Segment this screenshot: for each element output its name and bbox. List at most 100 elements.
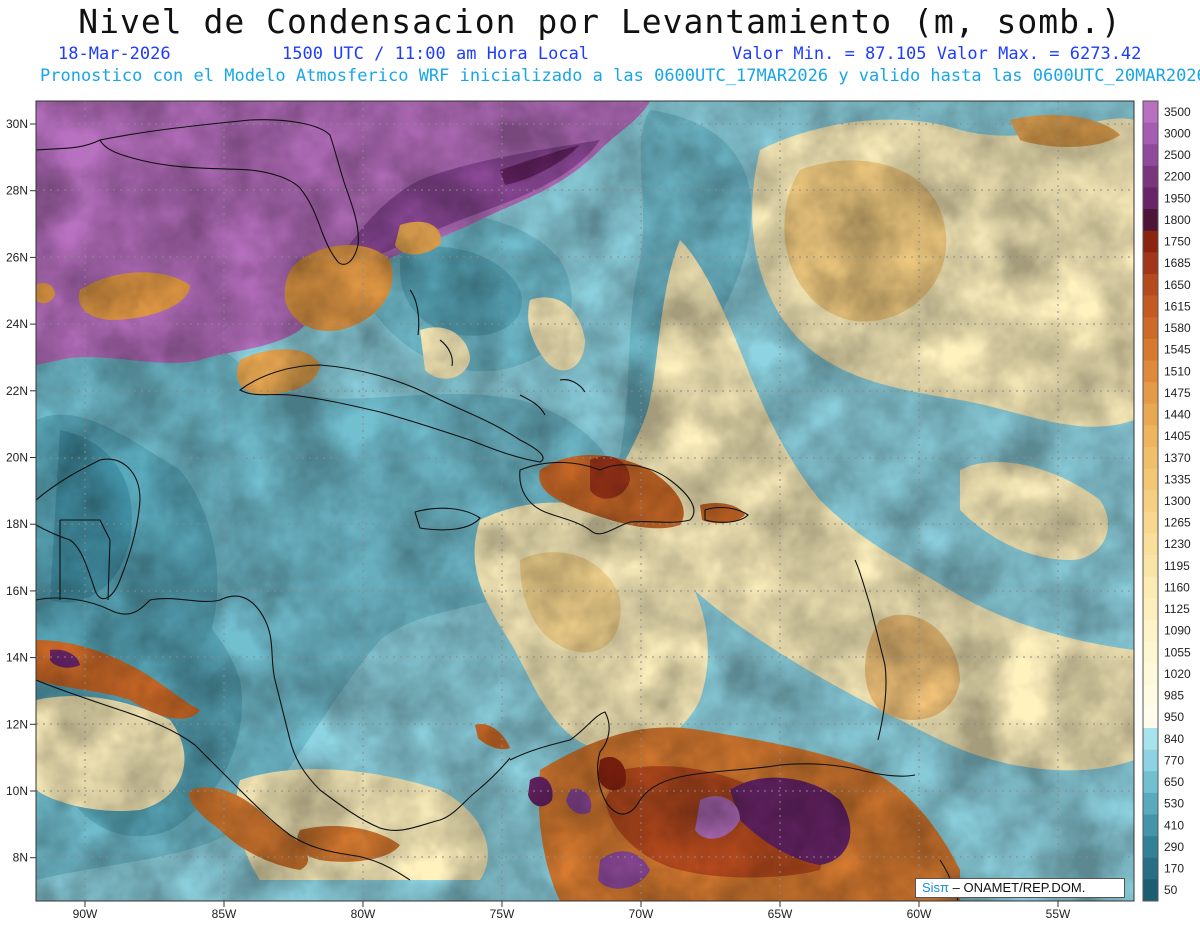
colorbar-label: 1405 — [1164, 429, 1191, 443]
latitude-labels: 30N 28N 26N 24N 22N 20N 18N 16N 14N 12N 10N 8N — [6, 117, 36, 865]
colorbar-swatch — [1143, 122, 1158, 145]
colorbar-label: 1020 — [1164, 667, 1191, 681]
colorbar-swatch — [1143, 576, 1158, 599]
colorbar-label: 1440 — [1164, 408, 1191, 422]
graticule — [36, 101, 1134, 901]
colorbar-swatch — [1143, 641, 1158, 664]
colorbar-swatch — [1143, 663, 1158, 686]
colorbar-swatch — [1143, 706, 1158, 729]
colorbar-label: 410 — [1164, 818, 1184, 832]
colorbar-swatch — [1143, 511, 1158, 534]
latitude-label: 18N — [6, 517, 28, 531]
colorbar-label: 950 — [1164, 710, 1184, 724]
latitude-label: 22N — [6, 384, 28, 398]
longitude-label: 60W — [907, 907, 932, 921]
credit-text: – ONAMET/REP.DOM. — [949, 880, 1086, 895]
longitude-label: 85W — [212, 907, 237, 921]
colorbar-swatch — [1143, 338, 1158, 361]
map-frame — [35, 100, 1135, 902]
colorbar-swatch — [1143, 792, 1158, 816]
latitude-label: 16N — [6, 584, 28, 598]
latitude-label: 12N — [6, 717, 28, 731]
colorbar-swatch — [1143, 209, 1158, 232]
colorbar-frame — [1142, 100, 1159, 902]
colorbar-label: 840 — [1164, 732, 1184, 746]
colorbar-label: 1800 — [1164, 213, 1191, 227]
colorbar-swatch — [1143, 684, 1158, 707]
colorbar-swatch — [1143, 619, 1158, 643]
colorbar-label: 650 — [1164, 775, 1184, 789]
latitude-label: 20N — [6, 451, 28, 465]
colorbar-swatch — [1143, 101, 1158, 124]
colorbar-swatch — [1143, 187, 1158, 210]
colorbar-label: 770 — [1164, 753, 1184, 767]
colorbar-label: 1055 — [1164, 645, 1191, 659]
colorbar-label: 50 — [1164, 883, 1178, 897]
colorbar-label: 1335 — [1164, 472, 1191, 486]
longitude-label: 80W — [351, 907, 376, 921]
colorbar-label: 290 — [1164, 840, 1184, 854]
colorbar-label: 1650 — [1164, 278, 1191, 292]
colorbar-label: 1545 — [1164, 343, 1191, 357]
colorbar-swatch — [1143, 273, 1158, 297]
colorbar-label: 170 — [1164, 862, 1184, 876]
latitude-label: 28N — [6, 184, 28, 198]
colorbar-swatch — [1143, 728, 1158, 751]
colorbar-swatch — [1143, 814, 1158, 837]
colorbar-swatch — [1143, 403, 1158, 426]
colorbar-label: 1300 — [1164, 494, 1191, 508]
colorbar-label: 1615 — [1164, 299, 1191, 313]
colorbar-swatch — [1143, 749, 1158, 772]
colorbar-swatch — [1143, 598, 1158, 621]
colorbar-swatch — [1143, 857, 1158, 880]
colorbar-swatch — [1143, 230, 1158, 253]
colorbar-label: 1475 — [1164, 386, 1191, 400]
credit-logo: Sisπ – ONAMET/REP.DOM. — [915, 878, 1125, 898]
colorbar-swatch — [1143, 555, 1158, 578]
date-label: 18-Mar-2026 — [58, 44, 171, 64]
latitude-label: 14N — [6, 651, 28, 665]
colorbar-label: 1195 — [1164, 559, 1190, 573]
colorbar-label: 1750 — [1164, 235, 1191, 249]
colorbar-label: 1125 — [1164, 602, 1190, 616]
colorbar-swatch — [1143, 446, 1158, 470]
latitude-label: 8N — [13, 851, 28, 865]
latitude-label: 10N — [6, 784, 28, 798]
colorbar-label: 3000 — [1164, 126, 1191, 140]
colorbar-swatch — [1143, 490, 1158, 513]
colorbar-swatch — [1143, 360, 1158, 383]
colorbar-label: 1510 — [1164, 364, 1191, 378]
colorbar-swatch — [1143, 836, 1158, 859]
colorbar: 3500 3000 2500 2200 1950 1800 1750 1685 1650 1615… — [1142, 100, 1191, 902]
colorbar-label: 1370 — [1164, 451, 1191, 465]
colorbar-swatch — [1143, 295, 1158, 318]
map-title: Nivel de Condensacion por Levantamiento … — [78, 2, 1122, 41]
colorbar-label: 1580 — [1164, 321, 1191, 335]
colorbar-label: 1685 — [1164, 256, 1191, 270]
colorbar-label: 1950 — [1164, 191, 1191, 205]
colorbar-label: 3500 — [1164, 105, 1191, 119]
longitude-label: 90W — [73, 907, 98, 921]
colorbar-swatch — [1143, 771, 1158, 794]
colorbar-swatch — [1143, 533, 1158, 556]
colorbar-swatch — [1143, 468, 1158, 491]
colorbar-label: 1090 — [1164, 624, 1191, 638]
model-info-label: Pronostico con el Modelo Atmosferico WRF… — [40, 66, 1200, 86]
colorbar-label: 1265 — [1164, 516, 1191, 530]
colorbar-label: 1160 — [1164, 580, 1190, 594]
time-label: 1500 UTC / 11:00 am Hora Local — [282, 44, 590, 64]
colorbar-label: 2500 — [1164, 148, 1191, 162]
colorbar-label: 1230 — [1164, 537, 1191, 551]
longitude-label: 70W — [629, 907, 654, 921]
credit-brand: Sisπ — [922, 880, 950, 895]
min-max-label: Valor Min. = 87.105 Valor Max. = 6273.42 — [732, 44, 1142, 64]
coastlines — [36, 119, 959, 901]
longitude-label: 65W — [768, 907, 793, 921]
colorbar-swatch — [1143, 425, 1158, 448]
longitude-labels: 90W 85W 80W 75W 70W 65W 60W 55W — [73, 901, 1071, 921]
colorbar-swatch — [1143, 382, 1158, 405]
colorbar-label: 530 — [1164, 797, 1184, 811]
colorbar-swatch — [1143, 165, 1158, 188]
longitude-label: 75W — [490, 907, 515, 921]
latitude-label: 30N — [6, 117, 28, 131]
